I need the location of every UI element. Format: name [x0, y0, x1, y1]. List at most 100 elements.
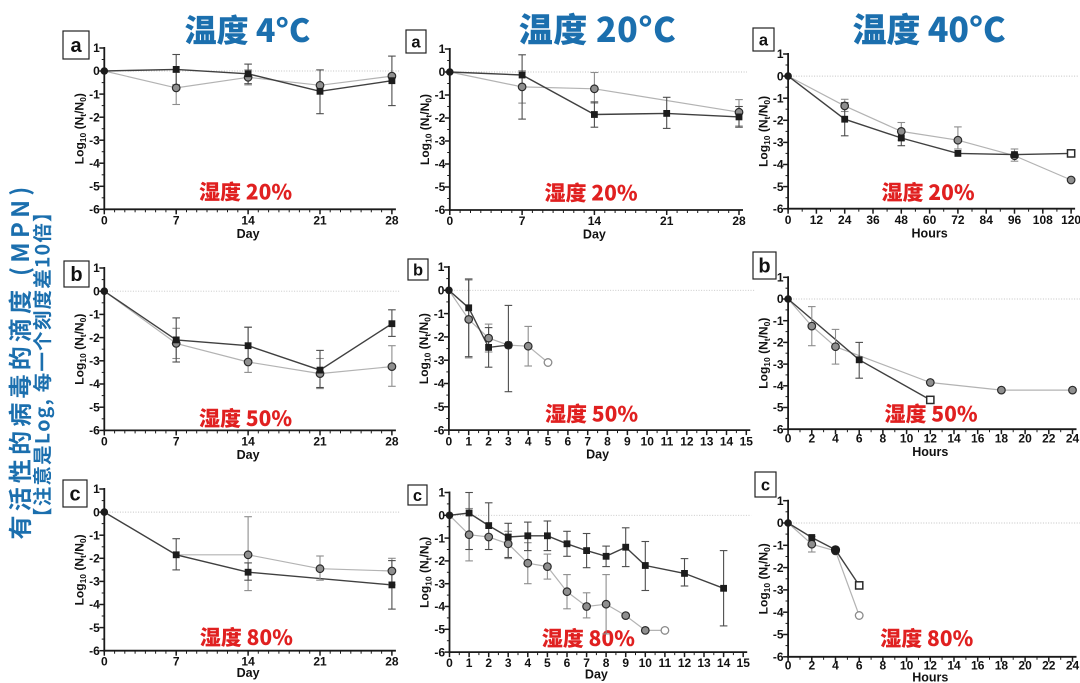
svg-text:13: 13: [700, 434, 714, 448]
svg-text:8: 8: [880, 432, 887, 446]
svg-text:Log10 (Nt/N0): Log10 (Nt/N0): [73, 534, 89, 605]
svg-text:1: 1: [438, 486, 445, 500]
svg-text:-6: -6: [89, 203, 100, 217]
svg-text:-2: -2: [435, 111, 446, 125]
svg-text:10: 10: [900, 432, 914, 446]
svg-text:-4: -4: [434, 600, 445, 614]
svg-text:12: 12: [924, 659, 938, 673]
svg-text:2: 2: [808, 659, 815, 673]
svg-text:c: c: [413, 487, 422, 505]
svg-text:-2: -2: [773, 336, 784, 350]
svg-text:-6: -6: [773, 650, 784, 664]
svg-text:0: 0: [93, 64, 100, 78]
svg-text:2: 2: [808, 432, 815, 446]
svg-text:-5: -5: [89, 621, 100, 635]
svg-text:-6: -6: [434, 645, 445, 659]
svg-text:0: 0: [439, 65, 446, 79]
svg-text:a: a: [759, 31, 769, 49]
svg-text:-3: -3: [435, 134, 446, 148]
svg-text:6: 6: [564, 656, 571, 670]
svg-text:1: 1: [777, 47, 784, 61]
svg-text:Day: Day: [237, 666, 260, 680]
svg-text:0: 0: [93, 284, 100, 298]
svg-text:-6: -6: [773, 422, 784, 436]
svg-text:-4: -4: [773, 605, 784, 619]
svg-text:10: 10: [639, 656, 653, 670]
svg-text:28: 28: [385, 655, 399, 669]
svg-text:28: 28: [732, 214, 746, 228]
svg-text:-6: -6: [773, 202, 784, 216]
svg-text:-6: -6: [435, 203, 446, 217]
svg-text:15: 15: [737, 656, 751, 670]
svg-text:-2: -2: [773, 561, 784, 575]
svg-text:24: 24: [1066, 659, 1080, 673]
svg-text:1: 1: [439, 42, 446, 56]
svg-text:-3: -3: [773, 136, 784, 150]
svg-text:0: 0: [777, 69, 784, 83]
svg-text:Hours: Hours: [912, 670, 948, 683]
svg-text:-5: -5: [434, 623, 445, 637]
svg-text:7: 7: [173, 214, 180, 228]
svg-text:22: 22: [1042, 432, 1056, 446]
svg-text:-1: -1: [435, 88, 446, 102]
svg-text:48: 48: [895, 213, 909, 227]
svg-text:6: 6: [565, 434, 572, 448]
svg-text:-2: -2: [89, 331, 100, 345]
svg-text:-1: -1: [89, 87, 100, 101]
svg-text:0: 0: [446, 434, 453, 448]
svg-text:Day: Day: [237, 227, 260, 241]
svg-text:Day: Day: [585, 668, 608, 682]
svg-text:-3: -3: [89, 354, 100, 368]
svg-text:3: 3: [505, 656, 512, 670]
svg-text:2: 2: [485, 434, 492, 448]
svg-text:14: 14: [947, 659, 961, 673]
svg-text:18: 18: [995, 432, 1009, 446]
svg-text:a: a: [70, 35, 82, 57]
svg-text:1: 1: [93, 482, 100, 496]
svg-text:1: 1: [93, 41, 100, 55]
svg-text:0: 0: [438, 509, 445, 523]
svg-text:Log10 (Nt/N0): Log10 (Nt/N0): [756, 543, 772, 614]
svg-text:-5: -5: [89, 400, 100, 414]
svg-text:-2: -2: [773, 114, 784, 128]
svg-text:14: 14: [947, 432, 961, 446]
svg-text:0: 0: [446, 214, 453, 228]
svg-text:24: 24: [1066, 432, 1080, 446]
svg-text:7: 7: [583, 656, 590, 670]
svg-text:-3: -3: [89, 133, 100, 147]
svg-text:15: 15: [740, 434, 754, 448]
svg-text:7: 7: [584, 434, 591, 448]
svg-text:1: 1: [466, 656, 473, 670]
svg-text:6: 6: [856, 659, 863, 673]
svg-text:Log10 (Nt/N0): Log10 (Nt/N0): [418, 537, 434, 608]
svg-text:11: 11: [661, 434, 674, 448]
svg-text:0: 0: [438, 284, 445, 298]
svg-text:-3: -3: [434, 577, 445, 591]
svg-text:-5: -5: [435, 180, 446, 194]
svg-text:14: 14: [241, 655, 255, 669]
svg-text:36: 36: [866, 213, 880, 227]
svg-text:16: 16: [971, 659, 985, 673]
svg-text:1: 1: [93, 261, 100, 275]
svg-text:Day: Day: [237, 448, 260, 462]
svg-text:14: 14: [241, 214, 255, 228]
svg-text:1: 1: [438, 260, 445, 274]
svg-text:22: 22: [1042, 659, 1056, 673]
svg-text:20: 20: [1018, 432, 1032, 446]
svg-text:14: 14: [241, 435, 255, 449]
svg-text:20: 20: [1018, 659, 1032, 673]
svg-text:12: 12: [678, 656, 692, 670]
svg-text:b: b: [758, 256, 770, 278]
svg-text:14: 14: [717, 656, 731, 670]
svg-text:-5: -5: [89, 180, 100, 194]
svg-text:9: 9: [624, 434, 631, 448]
svg-text:Hours: Hours: [912, 445, 948, 459]
svg-text:c: c: [69, 484, 80, 506]
svg-text:28: 28: [385, 214, 399, 228]
svg-text:24: 24: [838, 213, 852, 227]
svg-text:-5: -5: [773, 628, 784, 642]
svg-text:-2: -2: [434, 330, 445, 344]
svg-text:2: 2: [485, 656, 492, 670]
svg-text:c: c: [761, 476, 770, 494]
svg-text:b: b: [413, 261, 423, 279]
